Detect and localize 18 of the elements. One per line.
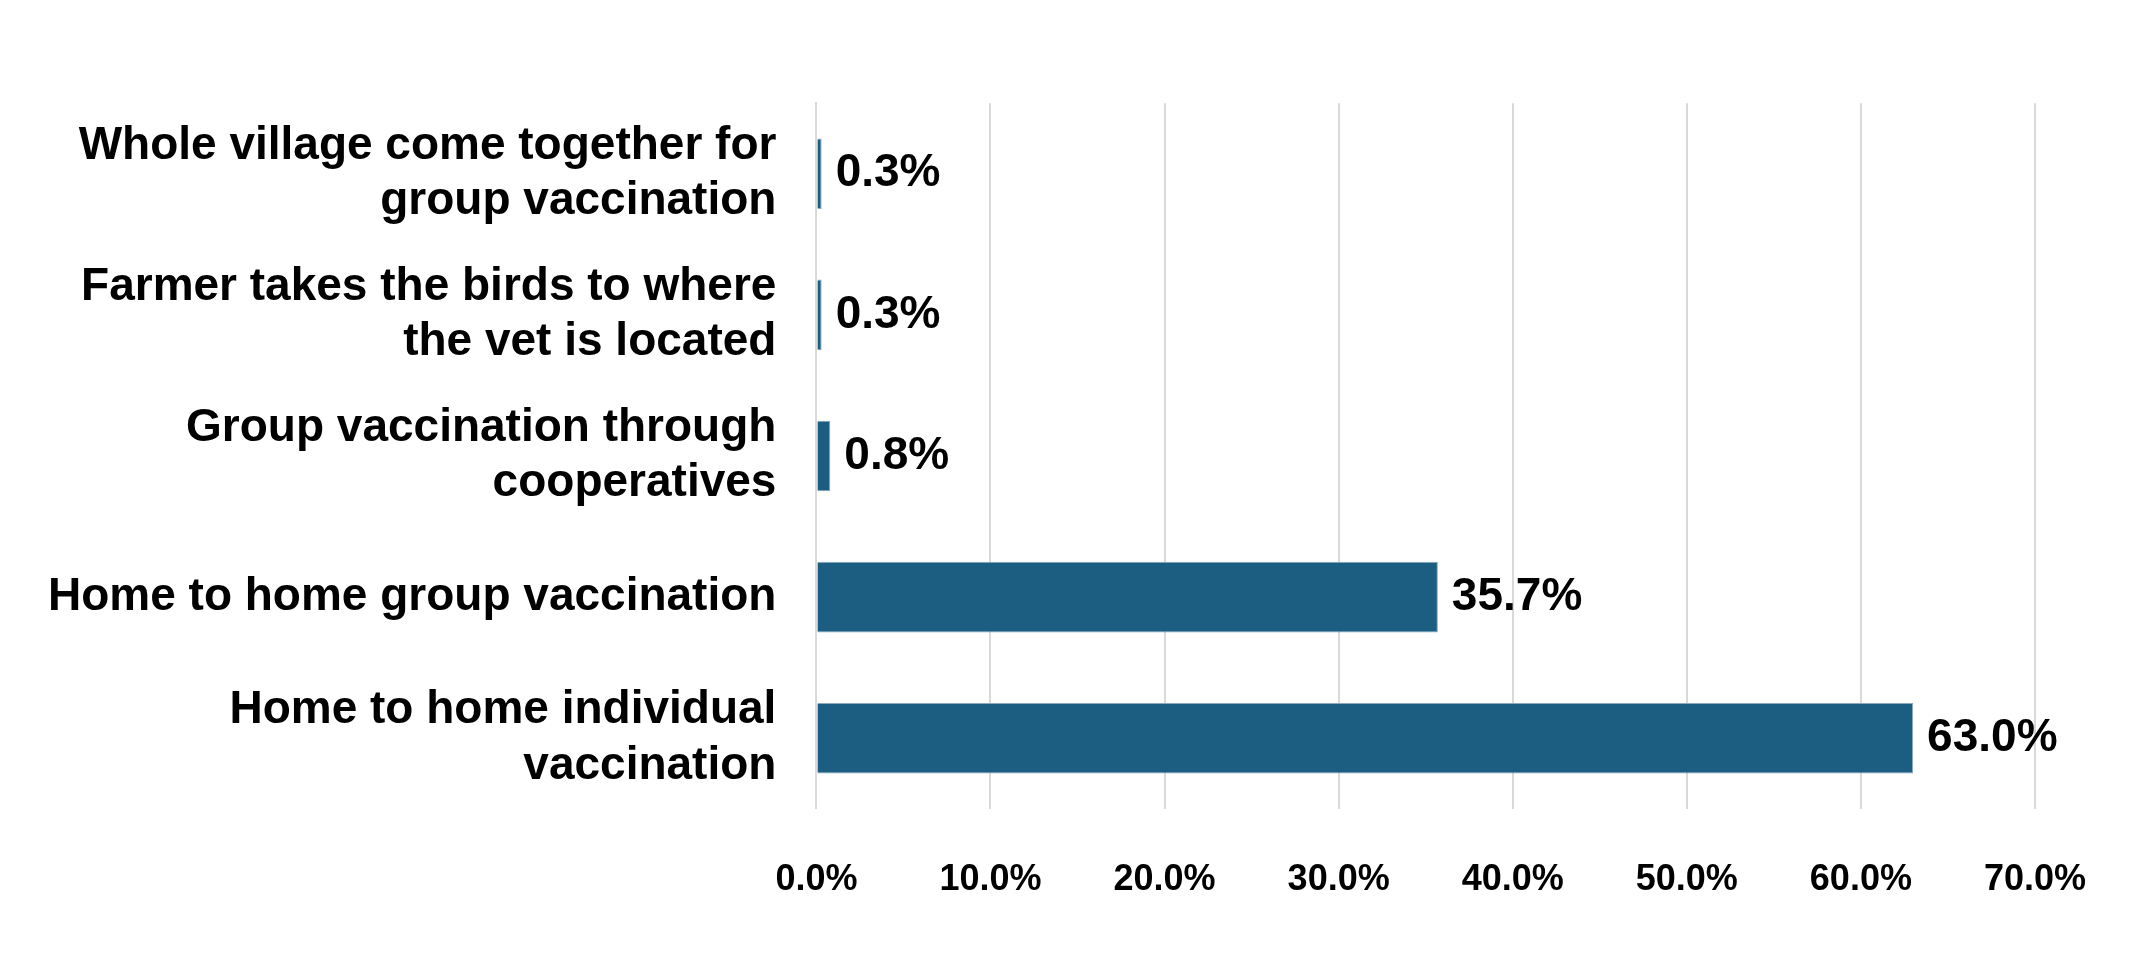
x-tick-label: 30.0% [1287,857,1390,899]
data-label: 63.0% [1927,708,2058,761]
x-tick-label: 70.0% [1983,857,2086,899]
x-tick-label: 20.0% [1113,857,1216,899]
x-tick-label: 60.0% [1809,857,1912,899]
y-tick-label: Home to home group vaccination [47,567,777,620]
data-label: 35.7% [1451,567,1583,620]
data-label: 0.3% [835,144,941,197]
y-tick-label: Farmer takes the birds to where the vet is located [81,257,777,366]
x-tick-label: 40.0% [1461,857,1564,899]
data-label: 0.3% [835,285,941,338]
y-tick-label: Group vaccination through cooperatives [186,399,777,507]
x-tick-label: 50.0% [1635,857,1738,899]
x-tick-label: 10.0% [939,857,1042,899]
data-label: 0.8% [844,426,950,479]
y-tick-label: Whole village come together for group vaccination [78,116,777,225]
y-tick-label: Home to home individual vaccination [229,681,777,789]
x-tick-label: 0.0% [775,857,858,899]
